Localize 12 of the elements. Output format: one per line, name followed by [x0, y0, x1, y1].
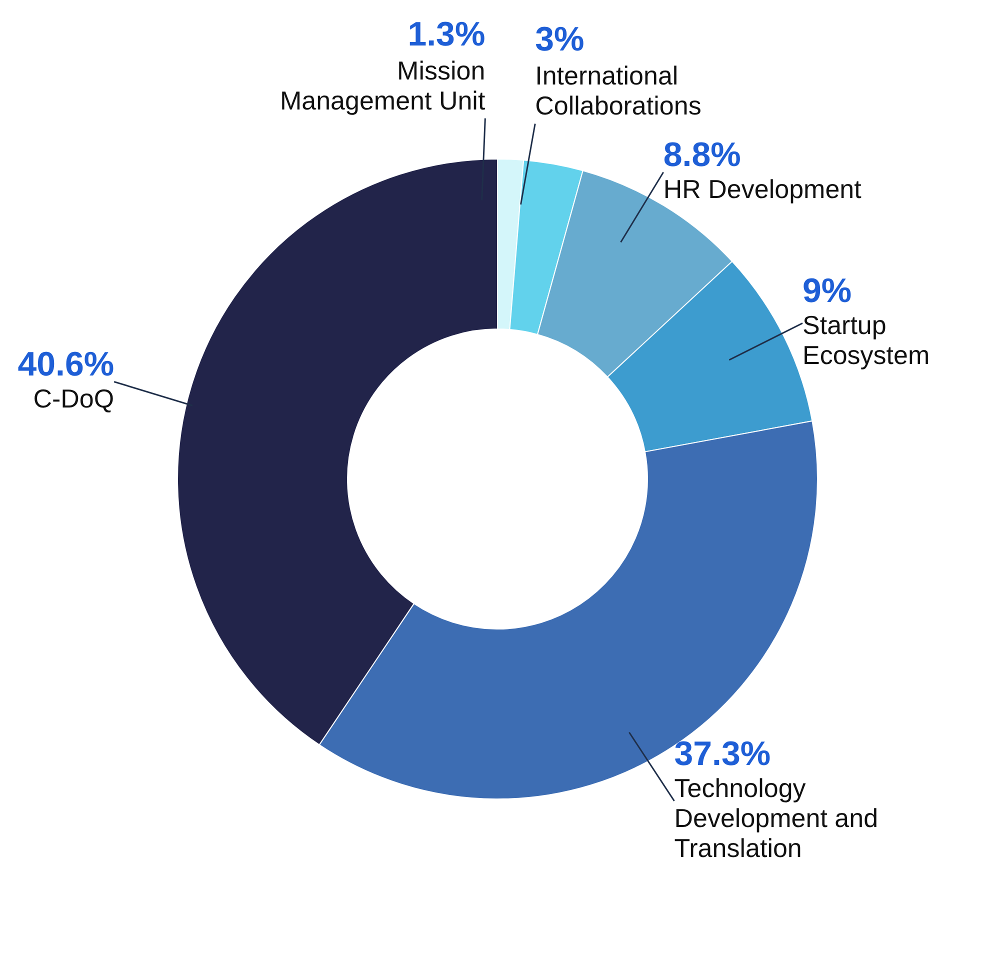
data-label: 40.6%	[18, 346, 114, 384]
data-label: 37.3%	[674, 734, 771, 773]
slice-label: Mission Management Unit	[280, 55, 486, 116]
data-label: 9%	[802, 272, 852, 310]
data-label: 1.3%	[408, 15, 486, 54]
slice-label: HR Development	[663, 174, 862, 204]
data-label: 3%	[535, 20, 584, 59]
slice-label: Startup Ecosystem	[802, 310, 930, 370]
slice-label: Technology Development and Translation	[674, 772, 878, 863]
slice-label: C-DoQ	[33, 384, 114, 414]
slice-label: International Collaborations	[535, 60, 702, 121]
data-label: 8.8%	[663, 136, 741, 174]
